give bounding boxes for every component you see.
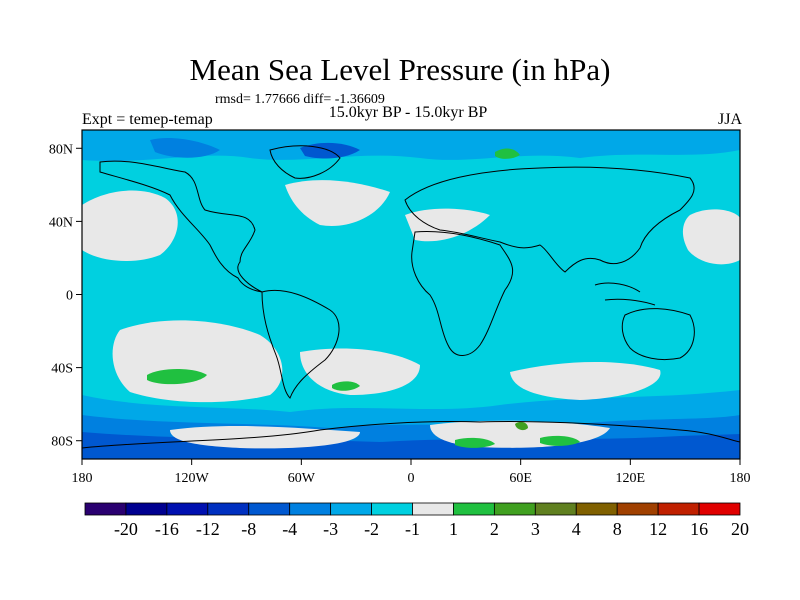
- colorbar-swatch: [207, 502, 250, 516]
- region-arctic-blue: [82, 130, 740, 162]
- region-antarctic-green-2: [540, 435, 580, 446]
- x-tick-label: 0: [408, 471, 415, 486]
- x-tick-label: 180: [730, 471, 751, 486]
- season-label: JJA: [717, 111, 742, 128]
- region-southern-deeper: [82, 432, 740, 459]
- region-greenland-green: [495, 148, 520, 159]
- coast-eurasia: [404, 166, 695, 273]
- colorbar-swatch: [371, 502, 413, 516]
- colorbar-swatch: [453, 502, 495, 516]
- region-north-atlantic-grey: [285, 180, 390, 226]
- region-arctic-deep: [150, 138, 220, 158]
- colorbar-swatch: [125, 502, 168, 516]
- y-tick-label: 0: [66, 289, 73, 304]
- colorbar-label: -1: [405, 519, 420, 539]
- coastlines: [81, 145, 741, 449]
- colorbar: -20 -16 -12 -8 -4 -3 -2 -1 1 2 3 4 8 12 16 20: [84, 502, 749, 539]
- colorbar-label: 2: [490, 519, 499, 539]
- y-tick-label: 80N: [49, 142, 73, 157]
- colorbar-swatch: [330, 502, 372, 516]
- experiment-label: Expt = temep-temap: [82, 111, 213, 128]
- colorbar-swatch: [575, 502, 618, 516]
- map-axes: 180 120W 60W 0 60E 120E 180 80N 40N 0 40S 80S: [49, 142, 751, 486]
- y-tick-label: 40S: [51, 362, 73, 377]
- colorbar-label: -20: [114, 519, 138, 539]
- colorbar-label: -3: [323, 519, 338, 539]
- colorbar-swatch: [248, 502, 291, 516]
- colorbar-label: 3: [531, 519, 540, 539]
- colorbar-swatch: [616, 502, 659, 516]
- map-panel: [81, 129, 741, 460]
- region-south-atlantic-grey: [300, 348, 420, 395]
- colorbar-label: 12: [649, 519, 667, 539]
- colorbar-label: 20: [731, 519, 749, 539]
- colorbar-label: -4: [282, 519, 297, 539]
- coast-africa: [411, 231, 514, 356]
- region-north-pacific-grey: [82, 190, 178, 262]
- colorbar-label: -2: [364, 519, 379, 539]
- colorbar-swatch: [412, 502, 454, 516]
- plot-title: Mean Sea Level Pressure (in hPa): [189, 52, 611, 87]
- colorbar-swatch: [534, 502, 577, 516]
- coast-australia: [621, 308, 695, 361]
- region-indian-ocean-grey: [510, 361, 661, 400]
- x-tick-label: 60W: [288, 471, 316, 486]
- x-tick-label: 180: [72, 471, 93, 486]
- colorbar-swatch: [698, 502, 741, 516]
- colorbar-swatch: [289, 502, 332, 516]
- colorbar-label: -16: [155, 519, 179, 539]
- colorbar-label: 8: [613, 519, 622, 539]
- y-tick-label: 40N: [49, 215, 73, 230]
- region-antarctic-green: [455, 437, 495, 448]
- colorbar-label: -12: [196, 519, 220, 539]
- x-tick-label: 60E: [509, 471, 532, 486]
- y-tick-label: 80S: [51, 435, 73, 450]
- period-label: 15.0kyr BP - 15.0kyr BP: [328, 104, 488, 121]
- region-south-pacific-green: [147, 369, 207, 385]
- region-antarctic-olive: [515, 421, 528, 431]
- coast-greenland: [269, 145, 341, 179]
- x-tick-label: 120W: [175, 471, 210, 486]
- colorbar-label: 4: [572, 519, 581, 539]
- colorbar-label: 1: [449, 519, 458, 539]
- colorbar-swatch: [657, 502, 700, 516]
- colorbar-label: 16: [690, 519, 708, 539]
- stats-text: rmsd= 1.77666 diff= -1.36609: [215, 92, 385, 107]
- colorbar-swatch: [84, 502, 127, 516]
- region-north-pacific-grey-east: [682, 209, 740, 265]
- region-south-atlantic-green: [332, 381, 360, 391]
- coast-south-america: [261, 289, 340, 399]
- x-tick-label: 120E: [616, 471, 646, 486]
- coast-north-america: [99, 160, 263, 293]
- colorbar-swatch: [166, 502, 209, 516]
- coast-indonesia: [594, 282, 656, 306]
- colorbar-swatch: [493, 502, 536, 516]
- coast-antarctica: [81, 421, 741, 449]
- region-eurasia-grey: [405, 208, 490, 242]
- colorbar-label: -8: [241, 519, 256, 539]
